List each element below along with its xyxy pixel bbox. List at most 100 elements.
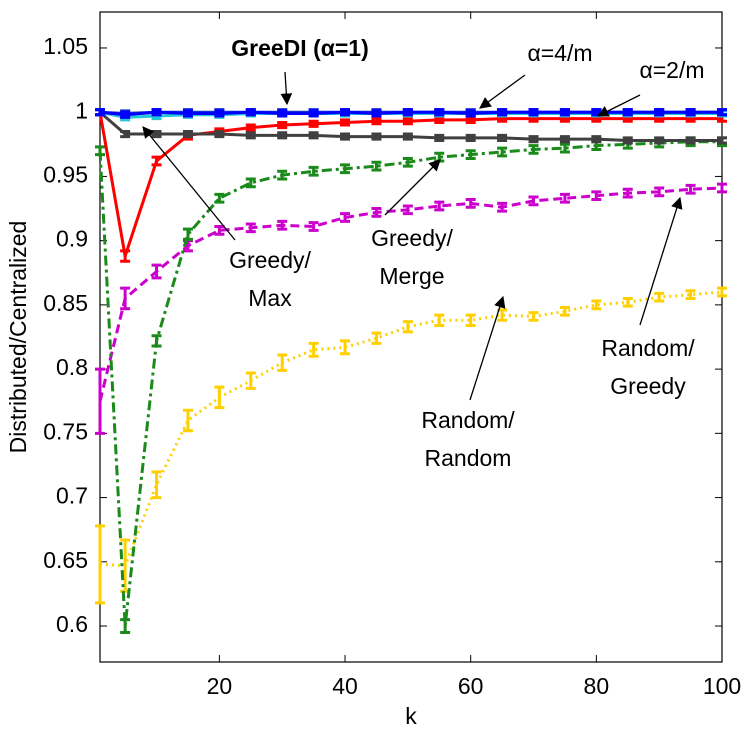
error-bar xyxy=(622,108,633,117)
error-bar xyxy=(497,146,508,158)
annotation-arrow xyxy=(384,159,441,216)
error-bar xyxy=(308,341,319,358)
error-bar xyxy=(277,353,288,372)
x-tick-label: 100 xyxy=(703,673,741,699)
annotation-arrow xyxy=(596,94,641,117)
error-bar xyxy=(559,135,570,144)
error-bar xyxy=(245,222,256,234)
error-bar xyxy=(95,108,105,117)
error-bar xyxy=(245,371,256,390)
error-bar xyxy=(182,227,193,241)
error-bar xyxy=(277,169,288,181)
error-bar xyxy=(434,313,445,327)
error-bar xyxy=(340,132,351,141)
error-bar xyxy=(182,109,193,118)
annotation: Greedy xyxy=(610,373,686,399)
error-bar xyxy=(245,131,256,140)
error-bar xyxy=(151,155,162,167)
error-bar xyxy=(402,108,413,117)
error-bar xyxy=(528,108,539,117)
annotation: GreeDI (α=1) xyxy=(231,35,369,61)
error-bar xyxy=(277,120,288,130)
error-bar xyxy=(371,331,382,345)
annotation-arrow xyxy=(280,71,293,106)
error-bar xyxy=(340,212,351,223)
error-bar xyxy=(214,192,225,204)
annotation: Random xyxy=(425,445,512,471)
error-bar xyxy=(245,108,256,117)
x-tick-label: 80 xyxy=(584,673,610,699)
y-tick-label: 1.05 xyxy=(43,33,88,59)
annotation-arrow xyxy=(142,126,236,241)
annotation: α=2/m xyxy=(639,57,704,83)
error-bar xyxy=(434,108,445,117)
error-bar xyxy=(120,286,131,311)
error-bar xyxy=(245,123,256,132)
error-bar xyxy=(559,142,570,154)
y-tick-label: 1 xyxy=(75,97,88,123)
error-bar xyxy=(497,133,508,142)
error-bar xyxy=(654,186,665,198)
error-bar xyxy=(685,136,696,145)
x-tick-label: 20 xyxy=(207,673,233,699)
error-bar xyxy=(559,108,570,117)
error-bar xyxy=(120,129,131,139)
error-bar xyxy=(182,408,193,433)
error-bar xyxy=(277,109,288,118)
error-bar xyxy=(120,249,131,263)
y-tick-label: 0.95 xyxy=(43,162,88,188)
error-bar xyxy=(434,200,445,212)
y-tick-label: 0.6 xyxy=(56,611,88,637)
error-bar xyxy=(214,385,225,410)
series-line xyxy=(99,290,723,568)
error-bar xyxy=(717,108,727,117)
error-bar xyxy=(95,145,105,157)
error-bar xyxy=(214,109,225,118)
error-bar xyxy=(528,135,539,144)
annotation: Merge xyxy=(379,263,444,289)
annotation-arrow xyxy=(469,295,506,401)
y-tick-label: 0.9 xyxy=(56,226,88,252)
error-bar xyxy=(622,136,633,145)
error-bar xyxy=(465,109,476,118)
error-bar xyxy=(528,195,539,207)
error-bar xyxy=(308,221,319,232)
annotation: α=4/m xyxy=(527,40,592,66)
error-bar xyxy=(434,133,445,142)
annotation-arrow xyxy=(479,74,526,109)
error-bar xyxy=(402,117,413,126)
error-bar xyxy=(371,117,382,126)
y-tick-label: 0.8 xyxy=(56,354,88,380)
error-bar xyxy=(402,156,413,168)
error-bar xyxy=(308,109,319,118)
error-bar xyxy=(528,311,539,322)
error-bar xyxy=(371,109,382,118)
y-tick-label: 0.7 xyxy=(56,483,88,509)
y-axis-label: Distributed/Centralized xyxy=(5,221,31,454)
error-bar xyxy=(308,131,319,140)
annotation: Random/ xyxy=(601,335,695,361)
error-bar xyxy=(182,129,193,139)
error-bar xyxy=(402,320,413,334)
error-bar xyxy=(245,177,256,189)
error-bar xyxy=(622,187,633,199)
error-bar xyxy=(591,299,602,311)
error-bar xyxy=(308,119,319,128)
error-bar xyxy=(591,135,602,144)
error-bar xyxy=(685,289,696,300)
error-bar xyxy=(685,108,696,117)
annotation: Max xyxy=(248,285,292,311)
error-bar xyxy=(622,296,633,308)
error-bar xyxy=(528,144,539,155)
error-bar xyxy=(591,190,602,202)
error-bar xyxy=(465,313,476,327)
error-bar xyxy=(717,286,727,298)
error-bar xyxy=(277,131,288,140)
error-bar xyxy=(685,183,696,195)
error-bar xyxy=(151,334,162,348)
error-bar xyxy=(371,132,382,141)
error-bar xyxy=(214,225,225,236)
error-bar xyxy=(95,367,105,435)
